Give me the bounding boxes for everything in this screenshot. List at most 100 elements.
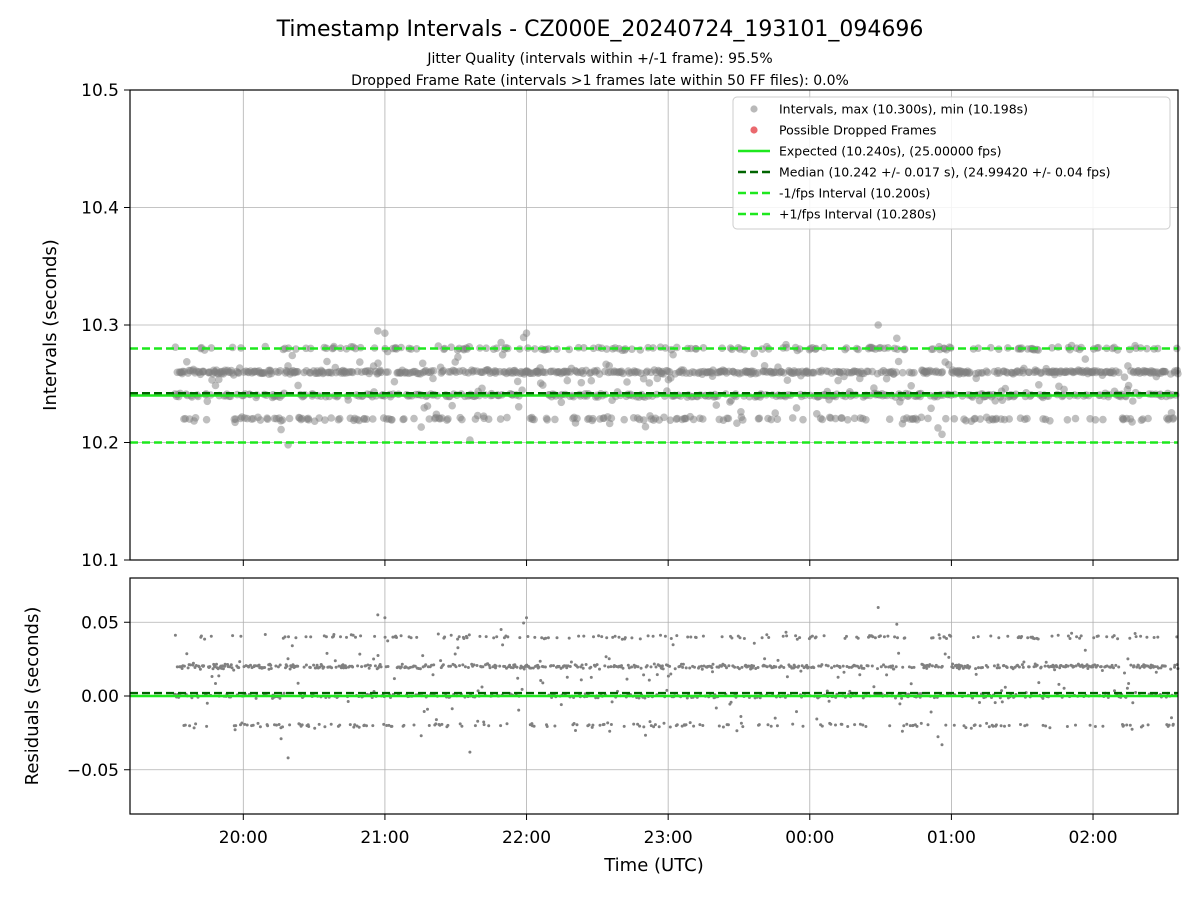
residual-point <box>294 636 298 640</box>
interval-point <box>998 396 1007 405</box>
residual-point <box>985 721 989 725</box>
residual-point <box>798 636 802 640</box>
residual-point <box>229 663 233 667</box>
residual-point <box>1096 664 1099 667</box>
residual-point <box>604 655 608 659</box>
residual-point <box>626 663 630 667</box>
interval-point <box>369 415 377 423</box>
residual-point <box>1091 665 1095 669</box>
residual-point <box>659 633 662 637</box>
residual-point <box>539 679 543 682</box>
residual-point <box>1153 665 1157 669</box>
residual-point <box>1066 664 1070 668</box>
residual-point <box>582 634 586 638</box>
residual-point <box>223 662 227 666</box>
residual-point <box>499 628 503 631</box>
residual-point <box>934 663 938 667</box>
residual-point <box>701 634 705 638</box>
residual-point <box>1092 636 1096 640</box>
residual-point <box>302 665 306 669</box>
residual-point <box>431 673 435 677</box>
residual-point <box>1134 691 1138 694</box>
residual-point <box>575 723 579 727</box>
interval-point <box>362 415 371 424</box>
residual-point <box>866 664 870 668</box>
residual-point <box>669 672 673 676</box>
residual-point <box>1141 724 1145 728</box>
residual-point <box>820 663 824 667</box>
residual-point <box>649 724 653 728</box>
residual-point <box>853 723 857 727</box>
residual-point <box>847 665 851 669</box>
interval-point <box>557 398 566 407</box>
residual-point <box>531 666 535 670</box>
residual-point <box>878 634 882 638</box>
residual-point <box>461 663 465 667</box>
residual-point <box>449 664 452 668</box>
chart-title: Timestamp Intervals - CZ000E_20240724_19… <box>276 17 924 42</box>
residual-point <box>944 723 948 727</box>
residual-point <box>976 635 980 639</box>
residual-point <box>763 657 767 661</box>
residual-point <box>192 726 196 730</box>
residual-point <box>1125 686 1129 690</box>
residual-point <box>304 635 308 639</box>
residual-point <box>794 634 798 638</box>
legend-minus-fps-label: -1/fps Interval (10.200s) <box>779 186 930 201</box>
residual-point <box>458 664 461 668</box>
residual-point <box>894 696 897 700</box>
interval-point <box>356 358 364 366</box>
residual-point <box>441 663 445 667</box>
interval-point <box>689 415 698 424</box>
residual-point <box>1128 723 1132 727</box>
residual-point <box>645 664 649 668</box>
residual-point <box>1157 666 1160 670</box>
residual-point <box>529 666 533 670</box>
residual-point <box>307 725 311 728</box>
interval-point <box>522 329 531 338</box>
interval-point <box>587 376 596 385</box>
residual-point <box>538 659 542 663</box>
residual-point <box>1127 682 1131 685</box>
residual-point <box>1116 637 1120 641</box>
interval-point <box>1113 346 1122 354</box>
residual-point <box>415 635 419 639</box>
residual-point <box>1149 666 1153 670</box>
residual-point <box>972 636 975 640</box>
residual-point <box>209 634 213 638</box>
residual-point <box>644 733 647 737</box>
residual-point <box>929 710 933 714</box>
interval-point <box>294 381 302 390</box>
residual-point <box>251 723 255 727</box>
residual-point <box>882 635 886 639</box>
residual-point <box>962 724 966 728</box>
residual-point <box>279 737 283 741</box>
interval-point <box>653 374 662 383</box>
residuals-y-ticks: −0.05 0.00 0.05 <box>67 613 130 781</box>
residual-point <box>729 700 733 704</box>
interval-point <box>898 368 907 377</box>
interval-point <box>834 376 842 385</box>
residual-point <box>382 722 386 726</box>
residual-point <box>466 666 470 669</box>
residual-point <box>1022 660 1026 664</box>
residual-point <box>991 724 995 728</box>
residual-point <box>592 635 595 639</box>
residual-point <box>1132 664 1136 668</box>
residual-points <box>173 606 1180 760</box>
residual-point <box>834 723 837 727</box>
x-axis-label: Time (UTC) <box>603 855 704 876</box>
x-tick-label: 01:00 <box>927 828 976 848</box>
residual-point <box>540 636 544 640</box>
legend-expected-label: Expected (10.240s), (25.00000 fps) <box>779 144 1001 159</box>
residual-point <box>806 665 810 669</box>
residual-point <box>446 723 450 727</box>
residual-point <box>587 723 591 727</box>
interval-points <box>171 321 1182 449</box>
residual-point <box>981 666 984 669</box>
residual-point <box>928 663 932 667</box>
residual-point <box>681 665 685 669</box>
interval-point <box>850 414 859 423</box>
interval-point <box>1046 417 1054 425</box>
